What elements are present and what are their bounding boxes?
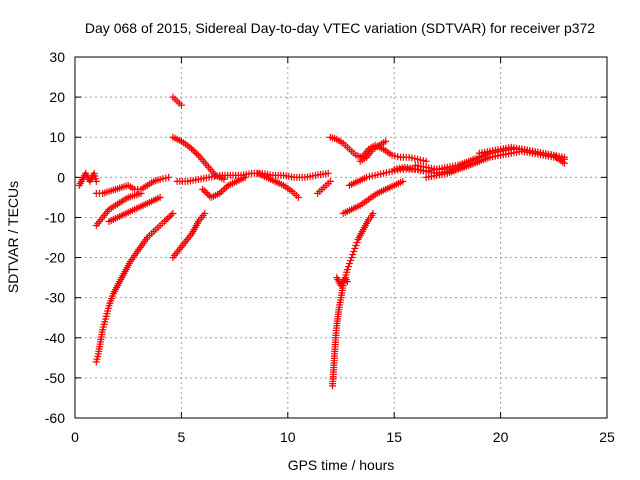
chart-title: Day 068 of 2015, Sidereal Day-to-day VTE… xyxy=(85,20,595,36)
data-point xyxy=(422,157,430,165)
data-point xyxy=(348,254,356,262)
data-point xyxy=(241,173,249,181)
tick-layer xyxy=(74,56,608,419)
data-point xyxy=(191,148,199,156)
data-point xyxy=(324,169,332,177)
data-point-layer xyxy=(75,93,568,390)
data-point xyxy=(169,209,177,217)
data-point xyxy=(353,239,361,247)
data-point xyxy=(475,157,483,165)
x-tick-label: 0 xyxy=(71,429,79,445)
data-point xyxy=(202,189,210,197)
y-axis-title: SDTVAR / TECUs xyxy=(5,181,21,293)
data-point xyxy=(351,245,359,253)
data-point xyxy=(186,143,194,151)
data-point xyxy=(369,209,377,217)
data-point xyxy=(167,211,175,219)
data-point xyxy=(201,209,209,217)
data-point xyxy=(343,278,351,286)
data-point xyxy=(219,186,227,194)
data-point xyxy=(382,137,390,145)
data-point xyxy=(92,177,100,185)
data-point xyxy=(205,192,213,200)
data-point xyxy=(200,187,208,195)
data-point xyxy=(217,188,225,196)
data-point xyxy=(165,173,173,181)
y-tick-label: 30 xyxy=(49,49,65,65)
data-point xyxy=(220,175,228,183)
data-point xyxy=(156,193,164,201)
y-tick-label: 20 xyxy=(49,89,65,105)
data-point xyxy=(204,190,212,198)
data-point xyxy=(164,214,172,222)
data-point xyxy=(399,177,407,185)
y-tick-label: -10 xyxy=(45,209,65,225)
data-point xyxy=(162,216,170,224)
data-point xyxy=(326,177,334,185)
y-tick-label: -50 xyxy=(45,370,65,386)
x-tick-label: 20 xyxy=(493,429,509,445)
data-point xyxy=(349,251,357,259)
grid-layer xyxy=(75,57,607,418)
y-tick-label: -40 xyxy=(45,330,65,346)
y-tick-label: 0 xyxy=(57,169,65,185)
data-point xyxy=(221,185,229,193)
data-point xyxy=(193,150,201,158)
data-point xyxy=(343,266,351,274)
y-tick-label: -20 xyxy=(45,250,65,266)
data-point xyxy=(347,257,355,265)
data-point xyxy=(352,242,360,250)
data-point xyxy=(165,213,173,221)
y-tick-label: -60 xyxy=(45,410,65,426)
data-point xyxy=(189,146,197,154)
data-point xyxy=(294,193,302,201)
data-point xyxy=(137,189,145,197)
data-point xyxy=(216,189,224,197)
data-point xyxy=(199,185,207,193)
data-point xyxy=(346,260,354,268)
x-tick-label: 15 xyxy=(386,429,402,445)
x-tick-label: 5 xyxy=(178,429,186,445)
x-axis-title: GPS time / hours xyxy=(288,457,395,473)
data-point xyxy=(177,101,185,109)
plot-frame xyxy=(74,56,608,419)
data-point xyxy=(560,159,568,167)
data-point xyxy=(188,145,196,153)
data-point xyxy=(160,217,168,225)
data-point xyxy=(344,263,352,271)
tick-label-layer: 0 5 10 15 20 25 -60 -50 -40 -30 -20 -10 0 10 20 30 xyxy=(45,49,615,445)
y-tick-label: 10 xyxy=(49,129,65,145)
data-point xyxy=(223,183,231,191)
x-tick-label: 25 xyxy=(599,429,615,445)
y-tick-label: -30 xyxy=(45,290,65,306)
data-point xyxy=(350,248,358,256)
x-tick-label: 10 xyxy=(280,429,296,445)
